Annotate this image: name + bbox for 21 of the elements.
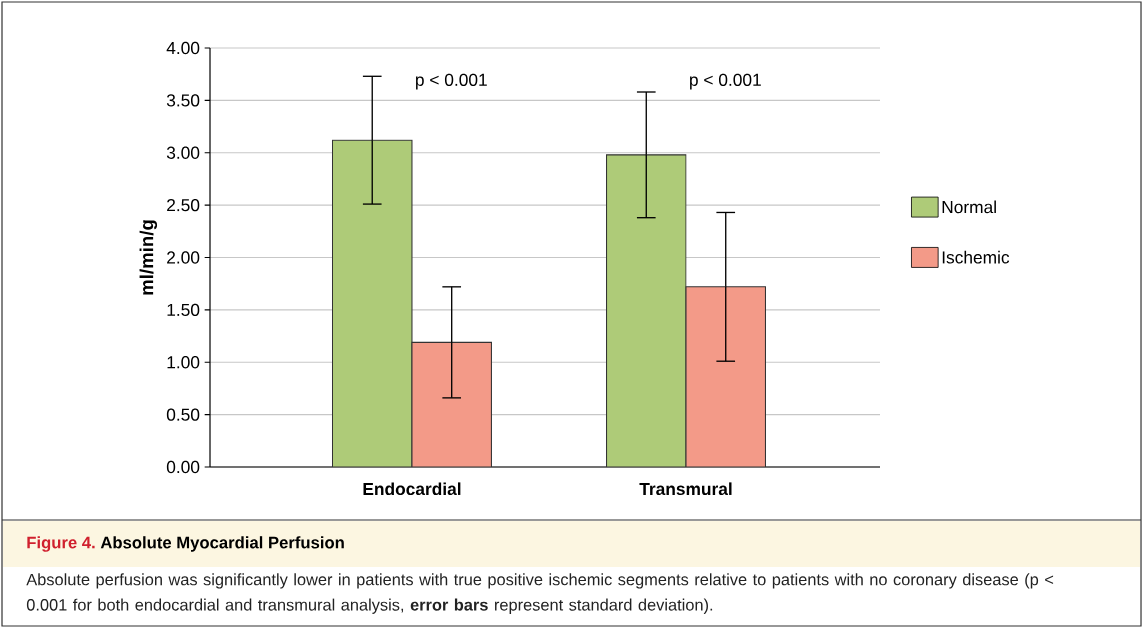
text: Absolute Myocardial Perfusion xyxy=(100,536,344,552)
text: Figure 4. xyxy=(27,536,95,552)
legend-label: Normal xyxy=(942,200,996,214)
y-tick-label: 2.00 xyxy=(167,251,200,264)
y-tick-label: 0.50 xyxy=(166,408,200,421)
y-tick-label: 1.00 xyxy=(167,356,200,369)
bar xyxy=(411,341,492,468)
annotation: p < 0.001 xyxy=(690,73,761,90)
x-tick-label: Transmural xyxy=(639,482,732,496)
y-tick-label: 3.00 xyxy=(166,146,200,159)
y-axis-title: ml/min/g xyxy=(139,220,158,295)
annotation: p < 0.001 xyxy=(416,73,487,90)
x-tick-label: Endocardial xyxy=(363,482,461,496)
y-tick-label: 2.50 xyxy=(167,198,200,212)
bar xyxy=(685,286,767,468)
text: Absolute perfusion was significantly lower in patients with true positive ischemic segments relative to patients with no coronary disease (p < 0.001 for both endocardial and transmural analysis, error bars represent standard deviation). xyxy=(26,573,1054,614)
y-tick-label: 3.50 xyxy=(166,94,200,107)
legend-label: Ischemic xyxy=(942,250,1010,264)
y-tick-label: 0.00 xyxy=(166,460,200,474)
y-tick-label: 4.00 xyxy=(166,41,200,55)
y-tick-label: 1.50 xyxy=(167,303,200,317)
